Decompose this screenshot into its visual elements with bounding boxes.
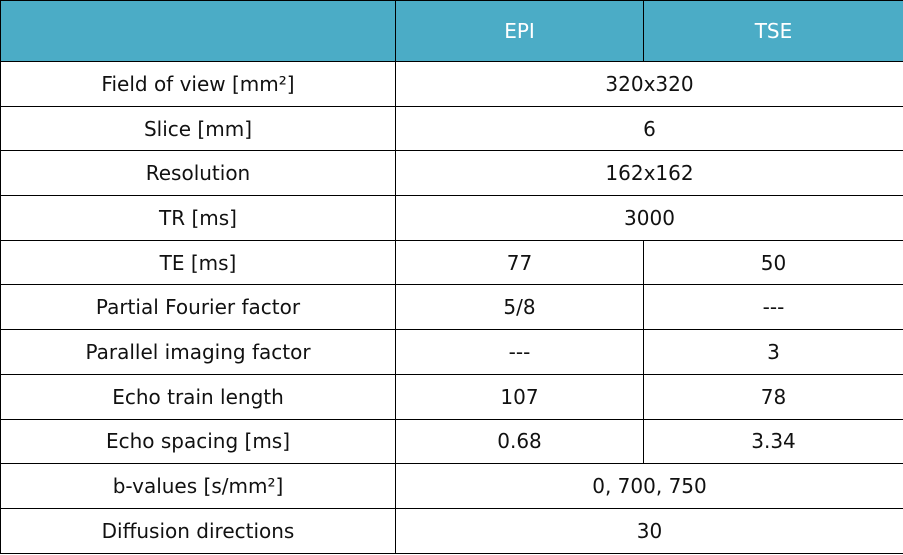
cell-value: 162x162 bbox=[395, 150, 903, 197]
row-label: b-values [s/mm²] bbox=[0, 463, 396, 509]
row-label: TR [ms] bbox=[0, 195, 396, 241]
row-label: Echo train length bbox=[0, 373, 396, 420]
header-cell bbox=[0, 0, 396, 62]
table-row: Field of view [mm²] 320x320 bbox=[0, 61, 903, 107]
cell-value: --- bbox=[643, 284, 903, 331]
cell-value: 50 bbox=[643, 239, 903, 286]
header-row: EPI TSE bbox=[0, 0, 903, 62]
header-cell: EPI bbox=[395, 0, 644, 62]
row-label: Parallel imaging factor bbox=[0, 329, 396, 375]
table-row: Diffusion directions 30 bbox=[0, 507, 903, 554]
cell-value: --- bbox=[395, 329, 644, 375]
cell-value: 3000 bbox=[395, 195, 903, 241]
row-label: Resolution bbox=[0, 150, 396, 197]
row-label: Diffusion directions bbox=[0, 507, 396, 554]
cell-value: 78 bbox=[643, 373, 903, 420]
row-label: Field of view [mm²] bbox=[0, 61, 396, 107]
table-row: Partial Fourier factor 5/8 --- bbox=[0, 284, 903, 331]
row-label: Partial Fourier factor bbox=[0, 284, 396, 331]
cell-value: 6 bbox=[395, 105, 903, 152]
table-row: Parallel imaging factor --- 3 bbox=[0, 329, 903, 375]
table-row: TR [ms] 3000 bbox=[0, 195, 903, 241]
cell-value: 0.68 bbox=[395, 418, 644, 465]
table-row: Echo spacing [ms] 0.68 3.34 bbox=[0, 418, 903, 465]
cell-value: 0, 700, 750 bbox=[395, 463, 903, 509]
cell-value: 5/8 bbox=[395, 284, 644, 331]
table-row: Slice [mm] 6 bbox=[0, 105, 903, 152]
cell-value: 30 bbox=[395, 507, 903, 554]
table-row: Resolution 162x162 bbox=[0, 150, 903, 197]
table-row: TE [ms] 77 50 bbox=[0, 239, 903, 286]
cell-value: 3 bbox=[643, 329, 903, 375]
cell-value: 77 bbox=[395, 239, 644, 286]
table-row: b-values [s/mm²] 0, 700, 750 bbox=[0, 463, 903, 509]
row-label: Slice [mm] bbox=[0, 105, 396, 152]
header-cell: TSE bbox=[643, 0, 903, 62]
table-row: Echo train length 107 78 bbox=[0, 373, 903, 420]
row-label: Echo spacing [ms] bbox=[0, 418, 396, 465]
cell-value: 320x320 bbox=[395, 61, 903, 107]
cell-value: 3.34 bbox=[643, 418, 903, 465]
row-label: TE [ms] bbox=[0, 239, 396, 286]
cell-value: 107 bbox=[395, 373, 644, 420]
